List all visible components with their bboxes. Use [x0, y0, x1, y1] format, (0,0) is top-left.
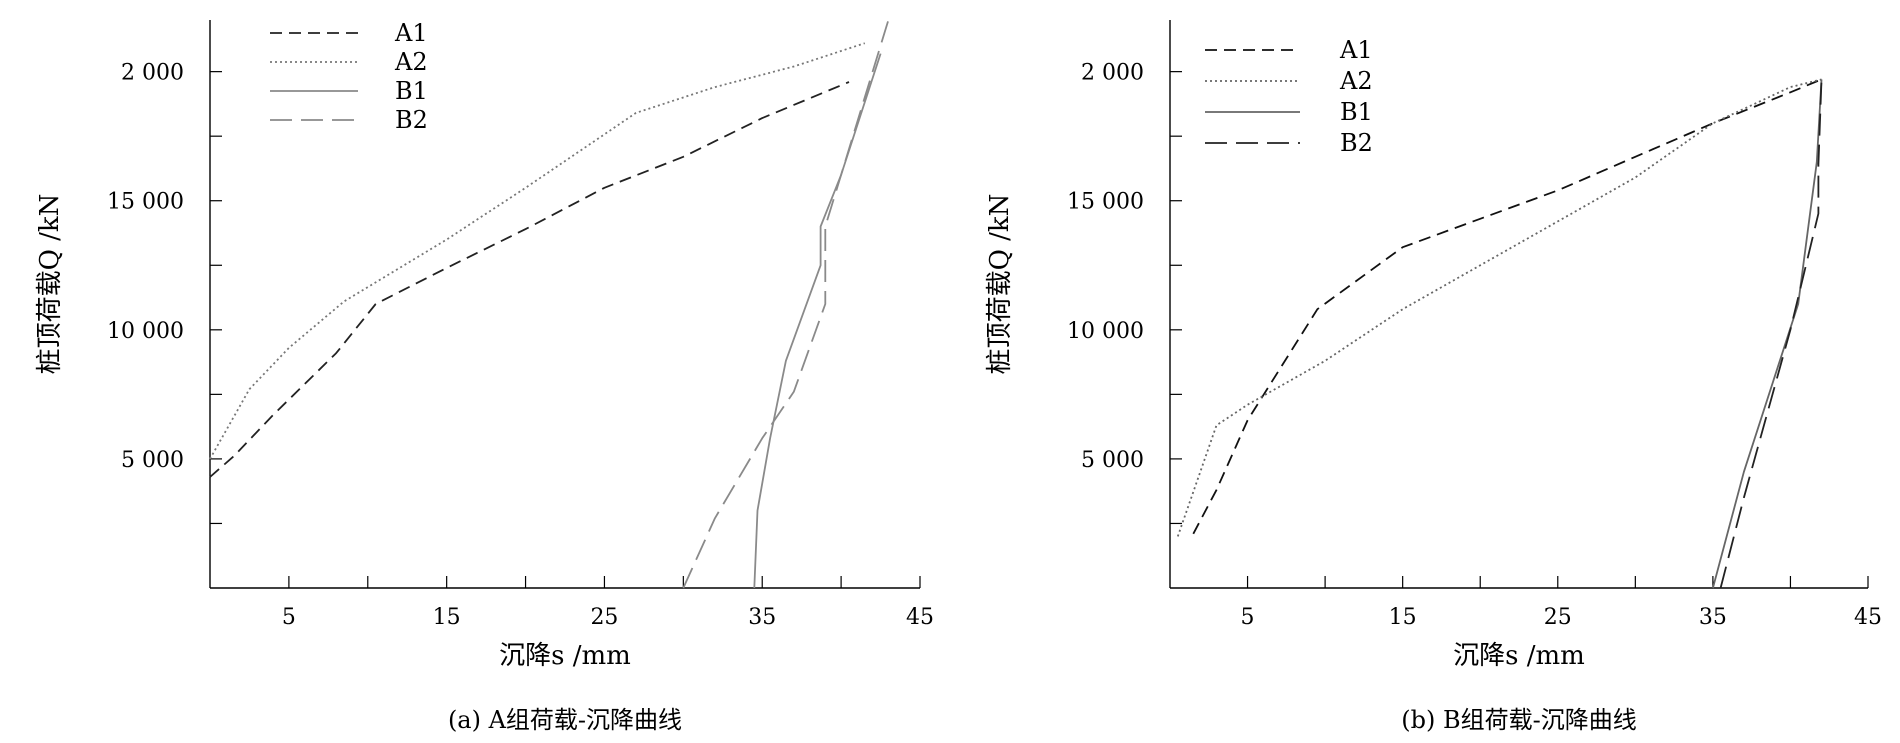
chart-b-legend-label-b2: B2: [1340, 129, 1373, 157]
chart-a-series-b2-line: [682, 19, 890, 589]
chart-a-x-tick-label: 5: [282, 605, 296, 630]
chart-a-legend-label-b1: B1: [395, 77, 428, 105]
chart-a-x-tick-label: 25: [590, 605, 618, 630]
chart-b-legend-label-a1: A1: [1339, 36, 1373, 64]
chart-b-legend: A1 A2 B1 B2: [1205, 36, 1373, 157]
chart-a-y-tick-label: 15 000: [107, 190, 184, 215]
chart-a-y-tick-label: 5 000: [121, 448, 184, 473]
chart-b-y-tick-label: 2 000: [1081, 61, 1144, 86]
chart-b-caption: (b) B组荷载-沉降曲线: [1401, 706, 1636, 734]
chart-a-y-tick-label: 2 000: [121, 61, 184, 86]
chart-b-x-tick-label: 35: [1699, 605, 1727, 630]
chart-a-y-tick-label: 10 000: [107, 319, 184, 344]
chart-b-series-a2-line: [1176, 78, 1822, 537]
chart-a-caption: (a) A组荷载-沉降曲线: [448, 706, 682, 734]
chart-b-x-tick-label: 5: [1241, 605, 1255, 630]
chart-a-x-tick-label: 35: [748, 605, 776, 630]
chart-b-series-b2-line: [1719, 79, 1823, 589]
chart-a-series-a2-line: [209, 42, 866, 460]
chart-panel-b: 5 000 10 000 15 000 2 000 5 15 25 35 45 沉降s /mm 桩顶…: [985, 20, 1882, 734]
chart-b-series-b1-line: [1712, 79, 1823, 589]
chart-a-x-axis-title: 沉降s /mm: [499, 641, 631, 671]
chart-b-legend-label-a2: A2: [1339, 67, 1373, 95]
chart-a-legend-label-a1: A1: [394, 19, 428, 47]
chart-b-series-a1-line: [1192, 78, 1822, 535]
chart-b-legend-label-b1: B1: [1340, 98, 1373, 126]
chart-a-x-tick-label: 15: [433, 605, 461, 630]
chart-b-y-tick-label: 15 000: [1067, 190, 1144, 215]
chart-b-y-tick-label: 5 000: [1081, 448, 1144, 473]
chart-a-legend-label-b2: B2: [395, 106, 428, 134]
chart-panel-a: 5 000 10 000 15 000 2 000 5 15 25 35 45 沉降s /mm 桩顶…: [35, 19, 934, 734]
chart-b-x-tick-label: 25: [1544, 605, 1572, 630]
chart-b-x-axis-title: 沉降s /mm: [1453, 641, 1585, 671]
chart-a-legend-label-a2: A2: [394, 48, 428, 76]
chart-a-series-b1-line: [753, 53, 882, 589]
chart-b-x-tick-label: 15: [1389, 605, 1417, 630]
chart-a-y-axis-title: 桩顶荷载Q /kN: [35, 194, 65, 375]
chart-b-y-tick-label: 10 000: [1067, 319, 1144, 344]
chart-b-x-tick-label: 45: [1854, 605, 1882, 630]
chart-b-y-axis-title: 桩顶荷载Q /kN: [985, 194, 1015, 375]
chart-a-series-a1-line: [209, 81, 850, 478]
chart-a-x-tick-label: 45: [906, 605, 934, 630]
